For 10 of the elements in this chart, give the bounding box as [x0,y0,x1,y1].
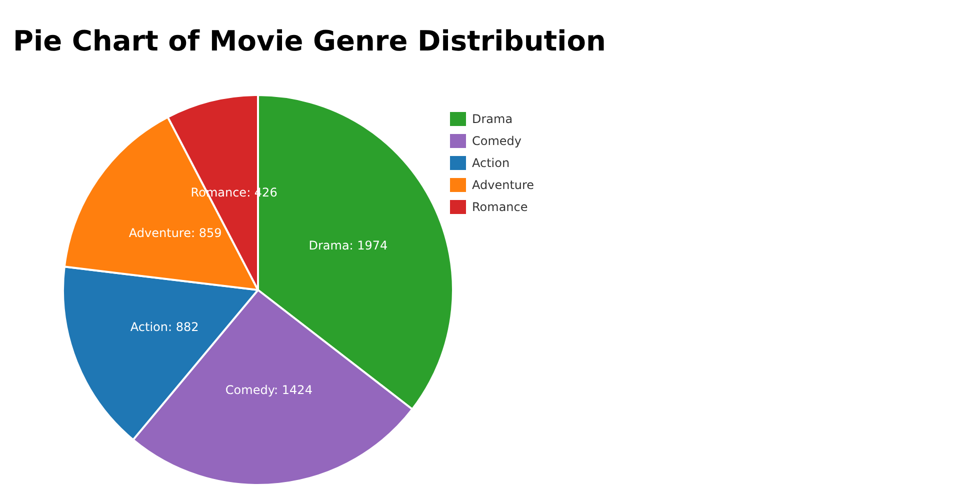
data-label: Action: 882 [130,320,199,334]
data-label: Adventure: 859 [128,226,222,240]
legend-label: Adventure [472,178,534,192]
chart-title: Pie Chart of Movie Genre Distribution [13,24,606,58]
data-label: Comedy: 1424 [225,382,312,397]
legend-label: Romance [472,200,528,214]
legend-label: Comedy [472,134,522,148]
legend-label: Drama [472,112,513,126]
legend-label: Action [472,156,510,170]
data-label: Drama: 1974 [308,238,388,253]
